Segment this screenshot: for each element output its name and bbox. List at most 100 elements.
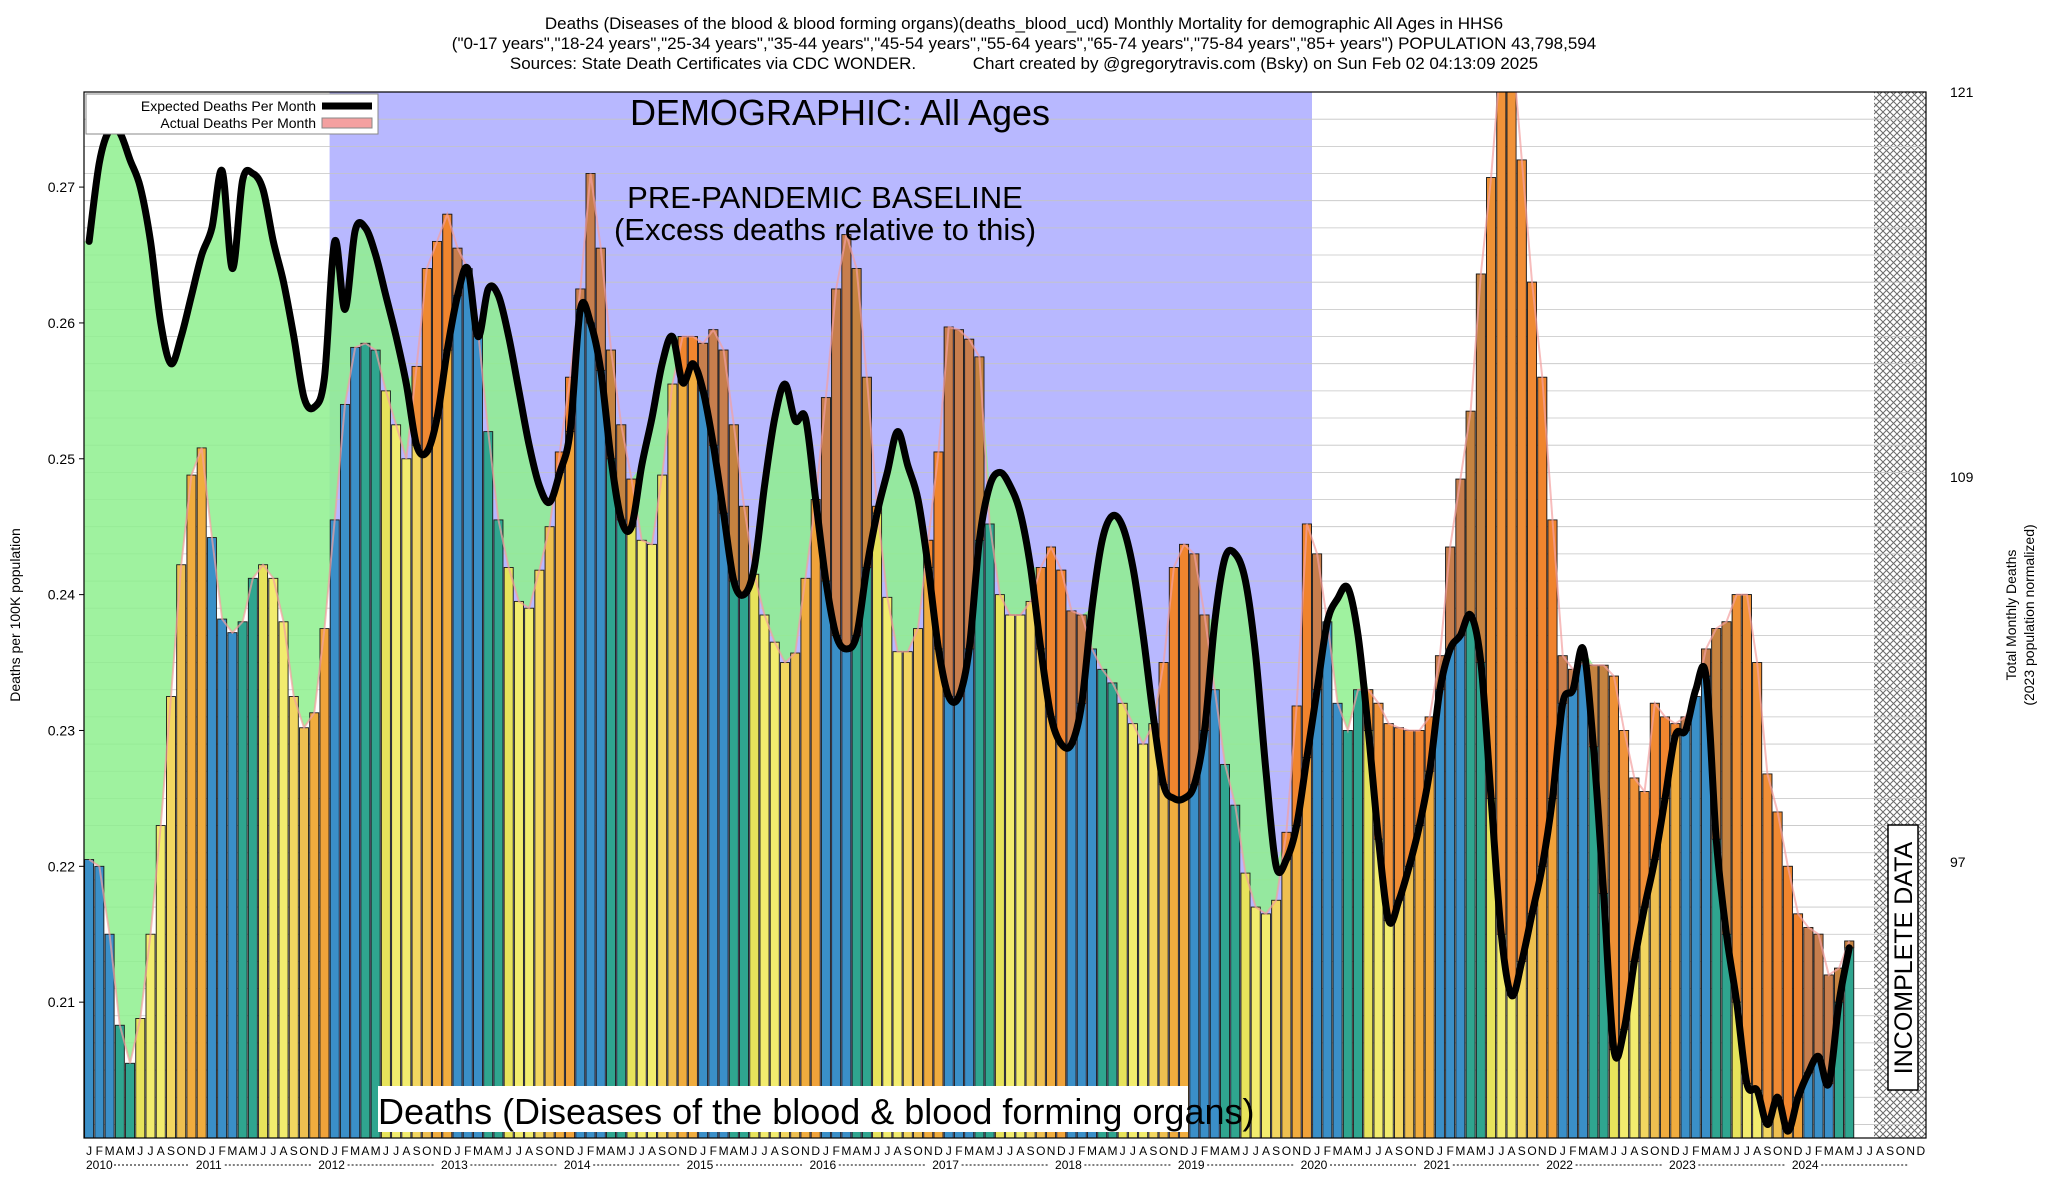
bar-47 <box>565 376 576 1138</box>
excess-bar-168 <box>1803 927 1814 1074</box>
xtick-month: F <box>1692 1144 1699 1158</box>
bar-100 <box>1107 682 1118 1138</box>
bar-92 <box>1025 600 1036 1138</box>
bar-7 <box>155 825 166 1138</box>
xtick-month: M <box>1455 1144 1465 1158</box>
xtick-month: J <box>1069 1144 1075 1158</box>
xtick-month: J <box>1856 1144 1862 1158</box>
xtick-month: O <box>1773 1144 1782 1158</box>
bar-40 <box>493 519 504 1138</box>
excess-bar-150 <box>1619 730 1630 1030</box>
excess-bar-135 <box>1465 410 1476 616</box>
bar-53 <box>626 478 637 1138</box>
xtick-month: M <box>125 1144 135 1158</box>
chart-title: DEMOGRAPHIC: All Ages <box>630 92 1050 133</box>
xtick-month: J <box>884 1144 890 1158</box>
bar-21 <box>299 727 309 1138</box>
bar-48 <box>575 288 586 1138</box>
xtick-month: D <box>1548 1144 1557 1158</box>
bar-8 <box>166 696 176 1138</box>
xtick-month: M <box>1721 1144 1731 1158</box>
excess-bar-133 <box>1445 546 1456 650</box>
xtick-month: M <box>350 1144 360 1158</box>
bar-155 <box>1670 723 1681 1138</box>
xtick-month: J <box>997 1144 1003 1158</box>
xtick-year: 2012 <box>318 1158 345 1172</box>
xtick-month: J <box>1488 1144 1494 1158</box>
xtick-month: D <box>1425 1144 1434 1158</box>
bar-42 <box>513 600 524 1138</box>
y2-axis-label-line2: (2023 population normalized) <box>2021 524 2037 705</box>
bar-29 <box>380 390 391 1138</box>
bar-57 <box>667 383 678 1138</box>
incomplete-label-box <box>1887 824 1919 1091</box>
xtick-month: M <box>739 1144 749 1158</box>
xtick-month: M <box>1578 1144 1588 1158</box>
xtick-month: S <box>413 1144 421 1158</box>
xtick-month: M <box>616 1144 626 1158</box>
xtick-month: M <box>1701 1144 1711 1158</box>
xtick-month: N <box>801 1144 810 1158</box>
xtick-month: A <box>771 1144 779 1158</box>
excess-bar-139 <box>1506 92 1517 996</box>
y2tick-label: 121 <box>1950 84 1974 100</box>
xtick-month: F <box>1815 1144 1822 1158</box>
xtick-month: J <box>1191 1144 1197 1158</box>
xtick-month: A <box>116 1144 124 1158</box>
xtick-year: 2013 <box>441 1158 468 1172</box>
xtick-month: J <box>1867 1144 1873 1158</box>
xtick-month: A <box>1467 1144 1475 1158</box>
xtick-month: F <box>218 1144 225 1158</box>
xtick-month: J <box>260 1144 266 1158</box>
bar-10 <box>186 474 197 1138</box>
xtick-month: J <box>1130 1144 1136 1158</box>
xtick-month: M <box>105 1144 115 1158</box>
xtick-month: A <box>1221 1144 1229 1158</box>
bar-32 <box>411 365 422 1138</box>
bar-122 <box>1332 702 1343 1138</box>
bar-99 <box>1097 668 1108 1138</box>
bar-58 <box>677 336 688 1138</box>
xtick-month: S <box>1886 1144 1894 1158</box>
xtick-month: D <box>1671 1144 1680 1158</box>
bar-78 <box>882 596 893 1138</box>
xtick-month: J <box>1253 1144 1259 1158</box>
xtick-month: M <box>1107 1144 1117 1158</box>
excess-bar-166 <box>1782 865 1793 1132</box>
xtick-month: N <box>1047 1144 1056 1158</box>
y-axis-label: Deaths per 100K population <box>7 528 23 702</box>
xtick-month: A <box>853 1144 861 1158</box>
xtick-year: 2018 <box>1055 1158 1082 1172</box>
bar-66 <box>759 614 770 1138</box>
xtick-month: M <box>1333 1144 1343 1158</box>
xtick-month: D <box>934 1144 943 1158</box>
bar-0 <box>84 859 95 1138</box>
excess-bar-141 <box>1527 281 1537 915</box>
xtick-month: M <box>862 1144 872 1158</box>
xtick-month: O <box>913 1144 922 1158</box>
legend-expected-label: Expected Deaths Per Month <box>141 98 316 114</box>
xtick-month: A <box>1098 1144 1106 1158</box>
excess-bar-169 <box>1813 933 1824 1057</box>
xtick-month: J <box>1120 1144 1126 1158</box>
xtick-month: F <box>1201 1144 1208 1158</box>
excess-bar-162 <box>1742 594 1752 1085</box>
bar-71 <box>810 499 821 1138</box>
xtick-month: S <box>1395 1144 1403 1158</box>
xtick-month: F <box>710 1144 717 1158</box>
excess-bar-74 <box>841 234 852 650</box>
bar-156 <box>1680 716 1691 1138</box>
xtick-month: N <box>1415 1144 1424 1158</box>
bar-26 <box>350 346 361 1138</box>
xtick-month: M <box>1210 1144 1220 1158</box>
xtick-month: F <box>1446 1144 1453 1158</box>
xtick-month: A <box>1835 1144 1843 1158</box>
xtick-month: A <box>1016 1144 1024 1158</box>
xtick-month: S <box>167 1144 175 1158</box>
xtick-month: J <box>1734 1144 1740 1158</box>
xtick-month: F <box>1324 1144 1331 1158</box>
bar-112 <box>1230 804 1241 1138</box>
xtick-month: O <box>1896 1144 1905 1158</box>
plot-frame <box>83 91 1927 1139</box>
xtick-month: A <box>607 1144 615 1158</box>
